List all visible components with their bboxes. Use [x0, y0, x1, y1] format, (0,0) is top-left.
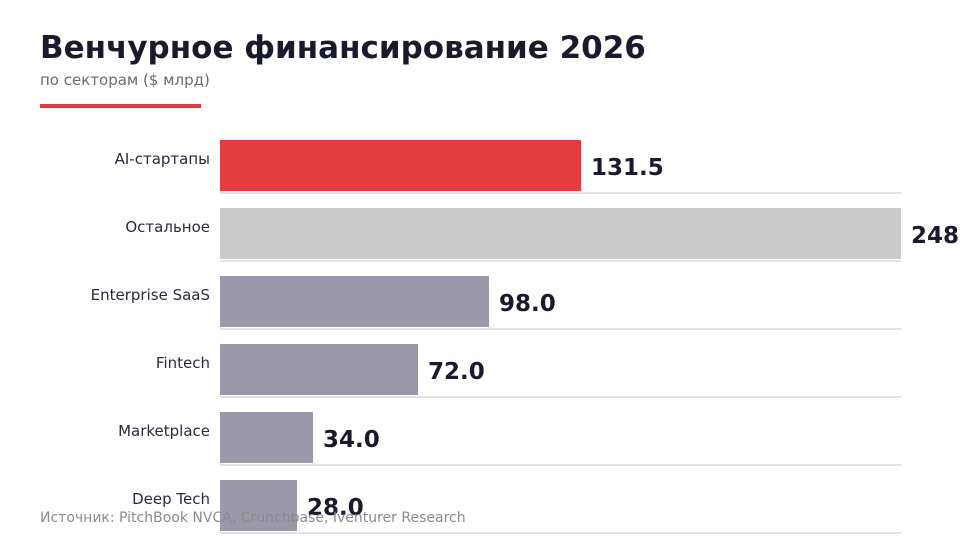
category-label: Fintech	[156, 354, 210, 372]
category-label: Остальное	[125, 218, 210, 236]
category-label: Enterprise SaaS	[91, 286, 210, 304]
bar-fintech	[220, 344, 418, 395]
title-accent-line	[40, 104, 201, 108]
value-label: 131.5	[591, 155, 664, 181]
chart-title: Венчурное финансирование 2026	[40, 30, 646, 66]
bar-ai-стартапы	[220, 140, 581, 191]
category-label: Deep Tech	[132, 490, 210, 508]
value-label: 28.0	[307, 495, 364, 521]
bar-marketplace	[220, 412, 313, 463]
category-label: AI-стартапы	[115, 150, 210, 168]
chart-subtitle: по секторам ($ млрд)	[40, 71, 210, 89]
value-label: 72.0	[428, 359, 485, 385]
category-label: Marketplace	[118, 422, 210, 440]
bar-остальное	[220, 208, 901, 259]
value-label: 248	[911, 223, 959, 249]
value-label: 34.0	[323, 427, 380, 453]
source-note: Источник: PitchBook NVCA, Crunchbase, Iv…	[40, 510, 466, 526]
bar-enterprise-saas	[220, 276, 489, 327]
bar-deep-tech	[220, 480, 297, 531]
value-label: 98.0	[499, 291, 556, 317]
